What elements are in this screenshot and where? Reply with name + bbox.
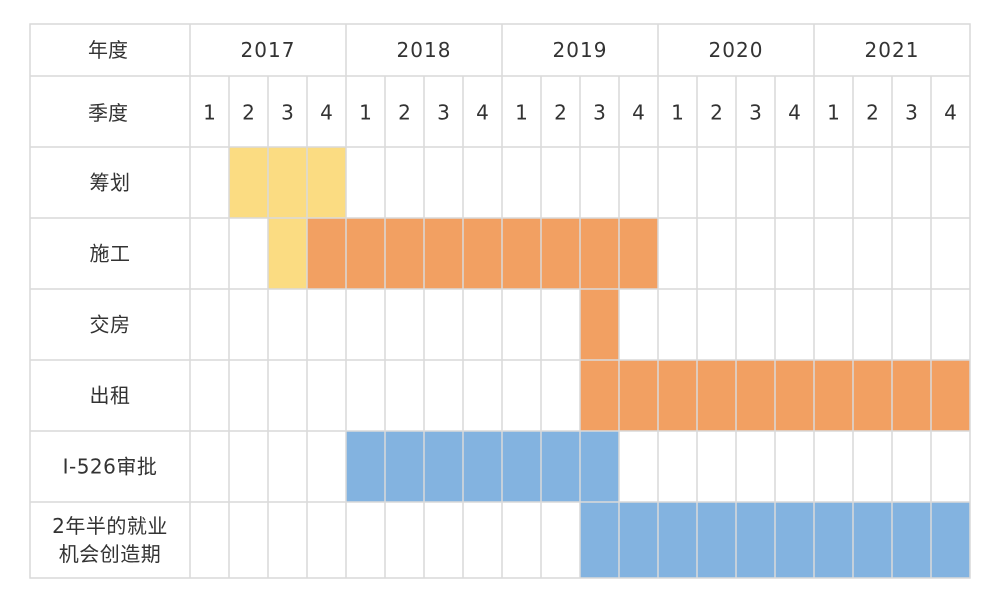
row-label: 机会创造期	[59, 542, 162, 566]
quarter-label: 1	[671, 101, 684, 125]
quarter-label: 4	[320, 101, 333, 125]
quarter-label: 1	[359, 101, 372, 125]
gantt-cell-yellow	[268, 147, 307, 218]
gantt-cell-blue	[541, 431, 580, 502]
gantt-cell-yellow	[268, 218, 307, 289]
gantt-cell-blue	[736, 502, 775, 578]
gantt-cell-orange	[502, 218, 541, 289]
gantt-cell-orange	[463, 218, 502, 289]
gantt-cell-blue	[580, 431, 619, 502]
gantt-cell-blue	[892, 502, 931, 578]
quarter-label: 3	[593, 101, 606, 125]
quarter-label: 2	[710, 101, 723, 125]
gantt-cell-orange	[736, 360, 775, 431]
gantt-cell-orange	[697, 360, 736, 431]
gantt-cell-yellow	[229, 147, 268, 218]
gantt-cell-orange	[580, 289, 619, 360]
quarter-label: 2	[866, 101, 879, 125]
year-label: 2021	[865, 38, 920, 62]
row-label: 2年半的就业	[52, 514, 168, 538]
quarter-label: 3	[905, 101, 918, 125]
gantt-cell-blue	[424, 431, 463, 502]
gantt-cell-blue	[658, 502, 697, 578]
quarter-header-label: 季度	[88, 101, 128, 125]
row-label: 出租	[90, 384, 131, 408]
year-label: 2017	[241, 38, 296, 62]
row-label: 交房	[90, 313, 131, 337]
gantt-cell-blue	[619, 502, 658, 578]
quarter-label: 4	[632, 101, 645, 125]
gantt-cell-blue	[385, 431, 424, 502]
gantt-cell-orange	[385, 218, 424, 289]
gantt-bars	[229, 147, 970, 578]
gantt-cell-blue	[931, 502, 970, 578]
gantt-cell-blue	[580, 502, 619, 578]
quarter-label: 2	[398, 101, 411, 125]
gantt-cell-blue	[463, 431, 502, 502]
grid-labels: 年度 季度 2017 2018 2019 2020 2021 1 2 3 4 1 2 3 4 1 2 3 4 1 2…	[52, 38, 957, 566]
quarter-label: 4	[476, 101, 489, 125]
row-label: I-526审批	[63, 455, 158, 479]
quarter-label: 2	[242, 101, 255, 125]
gantt-cell-yellow	[307, 147, 346, 218]
gantt-cell-orange	[931, 360, 970, 431]
gantt-cell-orange	[307, 218, 346, 289]
gantt-cell-orange	[814, 360, 853, 431]
grid-lines	[29, 23, 971, 579]
gantt-cell-orange	[619, 360, 658, 431]
quarter-label: 2	[554, 101, 567, 125]
year-label: 2020	[709, 38, 764, 62]
gantt-cell-blue	[853, 502, 892, 578]
quarter-label: 1	[827, 101, 840, 125]
quarter-label: 3	[281, 101, 294, 125]
gantt-cell-orange	[424, 218, 463, 289]
quarter-label: 3	[749, 101, 762, 125]
quarter-label: 4	[944, 101, 957, 125]
gantt-cell-orange	[541, 218, 580, 289]
quarter-label: 1	[203, 101, 216, 125]
gantt-cell-orange	[892, 360, 931, 431]
gantt-cell-orange	[580, 218, 619, 289]
row-label: 施工	[90, 242, 131, 266]
quarter-label: 3	[437, 101, 450, 125]
grid-border	[29, 23, 971, 579]
year-header-label: 年度	[88, 38, 128, 62]
gantt-cell-orange	[580, 360, 619, 431]
quarter-label: 4	[788, 101, 801, 125]
gantt-cell-blue	[502, 431, 541, 502]
quarter-label: 1	[515, 101, 528, 125]
gantt-cell-blue	[697, 502, 736, 578]
year-label: 2018	[397, 38, 452, 62]
year-label: 2019	[553, 38, 608, 62]
gantt-cell-blue	[775, 502, 814, 578]
gantt-cell-orange	[346, 218, 385, 289]
gantt-cell-blue	[346, 431, 385, 502]
gantt-cell-orange	[619, 218, 658, 289]
gantt-cell-orange	[658, 360, 697, 431]
row-label: 筹划	[90, 171, 131, 195]
gantt-cell-orange	[775, 360, 814, 431]
gantt-cell-orange	[853, 360, 892, 431]
gantt-cell-blue	[814, 502, 853, 578]
